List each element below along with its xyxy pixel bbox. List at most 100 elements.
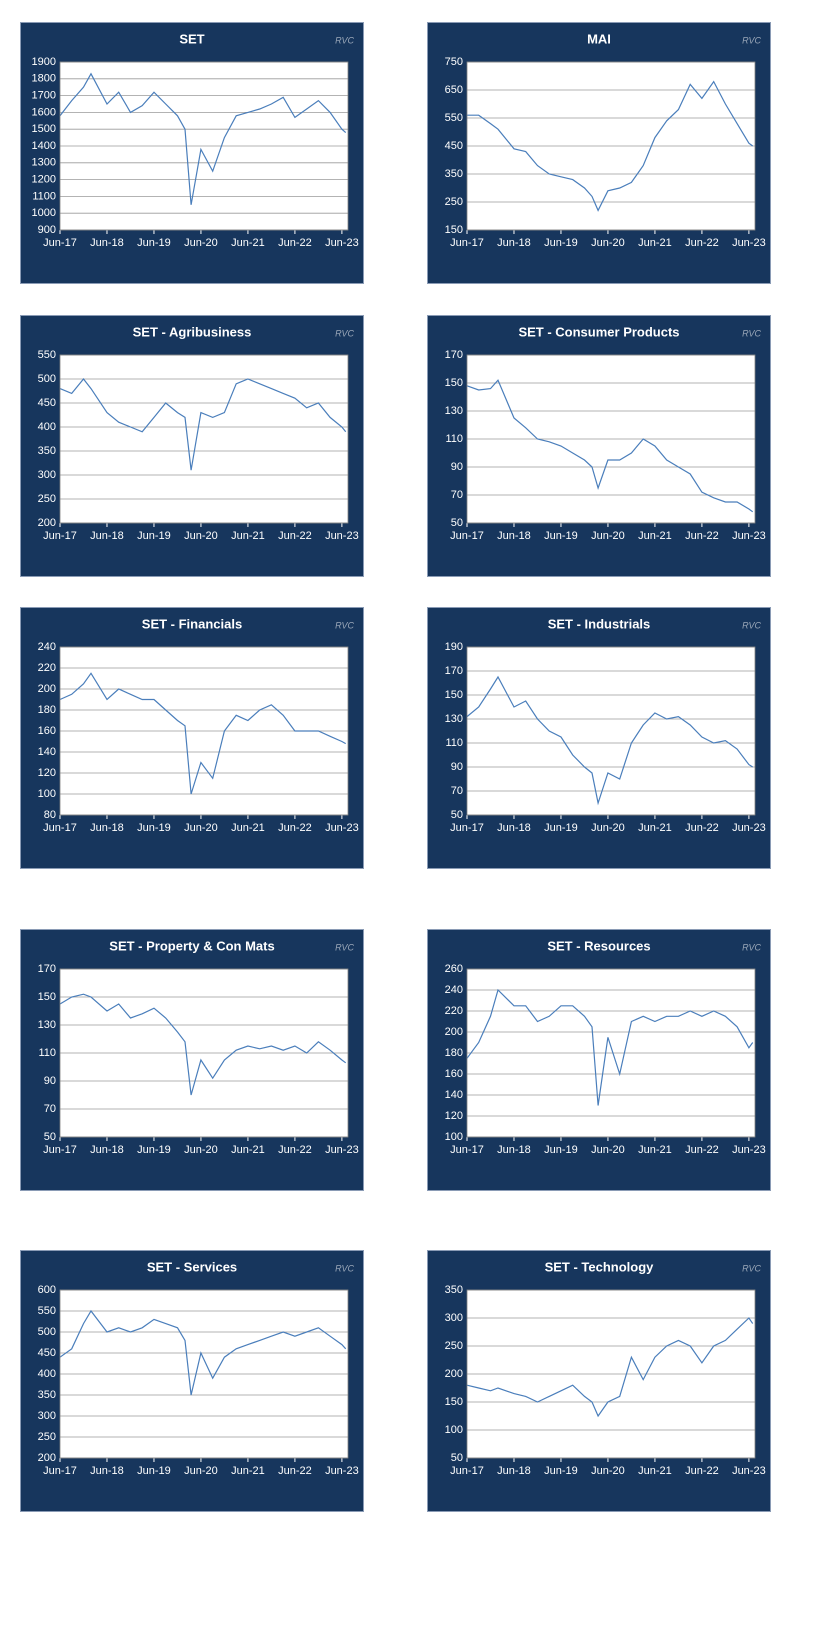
x-tick-label: Jun-20 <box>184 1465 218 1477</box>
x-tick-label: Jun-22 <box>278 237 312 249</box>
x-tick-label: Jun-19 <box>544 822 578 834</box>
x-tick-label: Jun-18 <box>497 822 531 834</box>
y-tick-label: 150 <box>38 991 56 1003</box>
plot-border <box>59 61 349 231</box>
x-tick-label: Jun-17 <box>43 822 77 834</box>
watermark: RVC <box>742 35 761 45</box>
y-tick-label: 200 <box>38 683 56 695</box>
chart-title: SET - Agribusiness <box>133 324 252 339</box>
plot-border <box>466 61 756 231</box>
watermark: RVC <box>742 1263 761 1273</box>
plot-border <box>59 646 349 816</box>
x-tick-label: Jun-19 <box>137 530 171 542</box>
chart-panel: SET - Agribusiness RVC 200 250 300 350 400 450 5… <box>20 315 364 577</box>
price-line <box>59 378 347 471</box>
y-tick-label: 100 <box>445 1131 463 1143</box>
chart-title: SET - Financials <box>142 616 242 631</box>
x-tick-label: Jun-22 <box>278 1144 312 1156</box>
y-tick-label: 80 <box>44 809 56 821</box>
plot-border <box>466 646 756 816</box>
x-tick-label: Jun-20 <box>184 237 218 249</box>
chart-title: SET - Resources <box>547 938 650 953</box>
y-tick-label: 1500 <box>32 123 56 135</box>
y-tick-label: 200 <box>445 1026 463 1038</box>
y-tick-label: 100 <box>38 788 56 800</box>
x-tick-label: Jun-20 <box>591 237 625 249</box>
x-tick-label: Jun-18 <box>497 237 531 249</box>
y-tick-label: 250 <box>445 1340 463 1352</box>
y-tick-label: 1300 <box>32 157 56 169</box>
x-tick-label: Jun-18 <box>90 1465 124 1477</box>
y-tick-label: 130 <box>445 713 463 725</box>
y-tick-label: 350 <box>445 1284 463 1296</box>
y-tick-label: 140 <box>445 1089 463 1101</box>
y-tick-label: 1200 <box>32 174 56 186</box>
y-tick-label: 300 <box>445 1312 463 1324</box>
x-tick-label: Jun-23 <box>732 1465 766 1477</box>
plot-border <box>59 354 349 524</box>
y-tick-label: 650 <box>445 84 463 96</box>
x-tick-label: Jun-21 <box>231 237 265 249</box>
chart-panel: SET - Technology RVC 50 100 150 200 250 300 350 J… <box>427 1250 771 1512</box>
y-tick-label: 90 <box>451 461 463 473</box>
y-tick-label: 550 <box>38 1305 56 1317</box>
y-tick-label: 900 <box>38 224 56 236</box>
chart-title: SET - Industrials <box>548 616 651 631</box>
x-tick-label: Jun-18 <box>497 1144 531 1156</box>
y-tick-label: 120 <box>38 767 56 779</box>
watermark: RVC <box>335 942 354 952</box>
chart-panel: SET - Resources RVC 100 120 140 160 180 200 220 2… <box>427 929 771 1191</box>
x-tick-label: Jun-19 <box>137 1465 171 1477</box>
x-tick-label: Jun-19 <box>137 1144 171 1156</box>
x-tick-label: Jun-23 <box>732 1144 766 1156</box>
chart-panel: SET - Consumer Products RVC 50 70 90 110 130 15… <box>427 315 771 577</box>
plot-area <box>467 647 755 815</box>
x-tick-label: Jun-21 <box>638 822 672 834</box>
y-tick-label: 550 <box>38 349 56 361</box>
y-tick-label: 110 <box>445 433 463 445</box>
y-tick-label: 70 <box>44 1103 56 1115</box>
y-tick-label: 200 <box>38 517 56 529</box>
y-tick-label: 170 <box>445 349 463 361</box>
x-tick-label: Jun-21 <box>638 530 672 542</box>
y-tick-label: 240 <box>38 641 56 653</box>
plot-border <box>466 1289 756 1459</box>
y-tick-label: 750 <box>445 56 463 68</box>
x-tick-label: Jun-18 <box>497 1465 531 1477</box>
x-tick-label: Jun-18 <box>90 530 124 542</box>
x-tick-label: Jun-22 <box>685 530 719 542</box>
x-tick-label: Jun-17 <box>450 1144 484 1156</box>
chart-title: SET - Property & Con Mats <box>109 938 274 953</box>
y-tick-label: 180 <box>445 1047 463 1059</box>
x-tick-label: Jun-22 <box>278 530 312 542</box>
y-tick-label: 50 <box>451 809 463 821</box>
x-tick-label: Jun-22 <box>685 1465 719 1477</box>
y-tick-label: 250 <box>38 1431 56 1443</box>
y-tick-label: 1800 <box>32 73 56 85</box>
x-tick-label: Jun-23 <box>325 822 359 834</box>
x-tick-label: Jun-17 <box>450 237 484 249</box>
watermark: RVC <box>335 328 354 338</box>
x-tick-label: Jun-21 <box>638 1144 672 1156</box>
y-tick-label: 130 <box>445 405 463 417</box>
y-tick-label: 90 <box>44 1075 56 1087</box>
y-tick-label: 220 <box>445 1005 463 1017</box>
y-tick-label: 450 <box>445 140 463 152</box>
x-tick-label: Jun-21 <box>638 237 672 249</box>
price-line <box>59 993 347 1096</box>
price-line <box>467 80 754 212</box>
y-tick-label: 350 <box>38 1389 56 1401</box>
plot-border <box>59 968 349 1138</box>
watermark: RVC <box>742 328 761 338</box>
y-tick-label: 240 <box>445 984 463 996</box>
price-line <box>466 379 754 513</box>
y-tick-label: 90 <box>451 761 463 773</box>
y-tick-label: 1400 <box>32 140 56 152</box>
y-tick-label: 110 <box>445 737 463 749</box>
y-tick-label: 300 <box>38 1410 56 1422</box>
watermark: RVC <box>335 35 354 45</box>
x-tick-label: Jun-20 <box>591 530 625 542</box>
chart-title: SET - Technology <box>545 1259 655 1274</box>
x-tick-label: Jun-20 <box>184 1144 218 1156</box>
y-tick-label: 190 <box>445 641 463 653</box>
